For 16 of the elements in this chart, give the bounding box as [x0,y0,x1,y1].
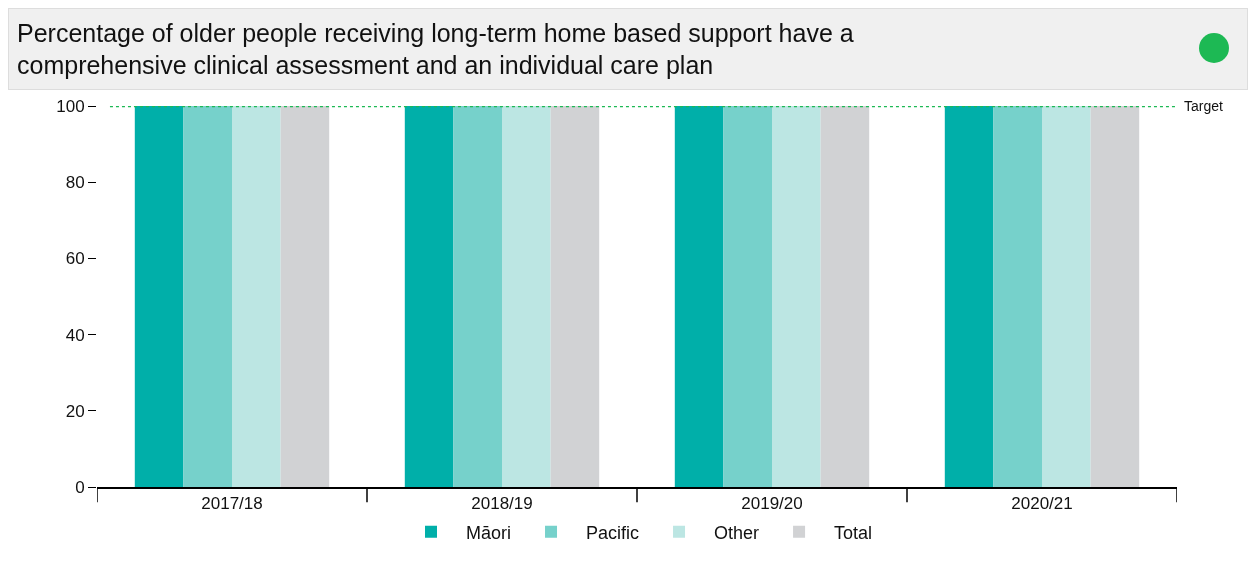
y-tick-label: 60 [65,249,85,269]
y-tick-label: 0 [75,477,85,497]
y-tick-label: 100 [56,96,85,116]
chart-title: Percentage of older people receiving long-term home based support have a comprehensive clinical assessment and an individual care plan [17,18,855,81]
legend-label: Pacific [586,522,640,543]
y-tick-label: 80 [65,173,85,193]
ref-line-label: Target [1184,98,1224,114]
legend-label: Other [714,522,760,543]
y-tick-label: 20 [65,401,85,421]
y-tick-label: 40 [65,325,85,345]
x-tick-label: 2019/20 [741,494,803,514]
x-tick-label: 2018/19 [471,494,533,514]
x-tick-label: 2020/21 [1011,494,1073,514]
legend-label: Māori [466,522,512,543]
x-tick-label: 2017/18 [201,494,263,514]
legend-label: Total [834,522,873,543]
